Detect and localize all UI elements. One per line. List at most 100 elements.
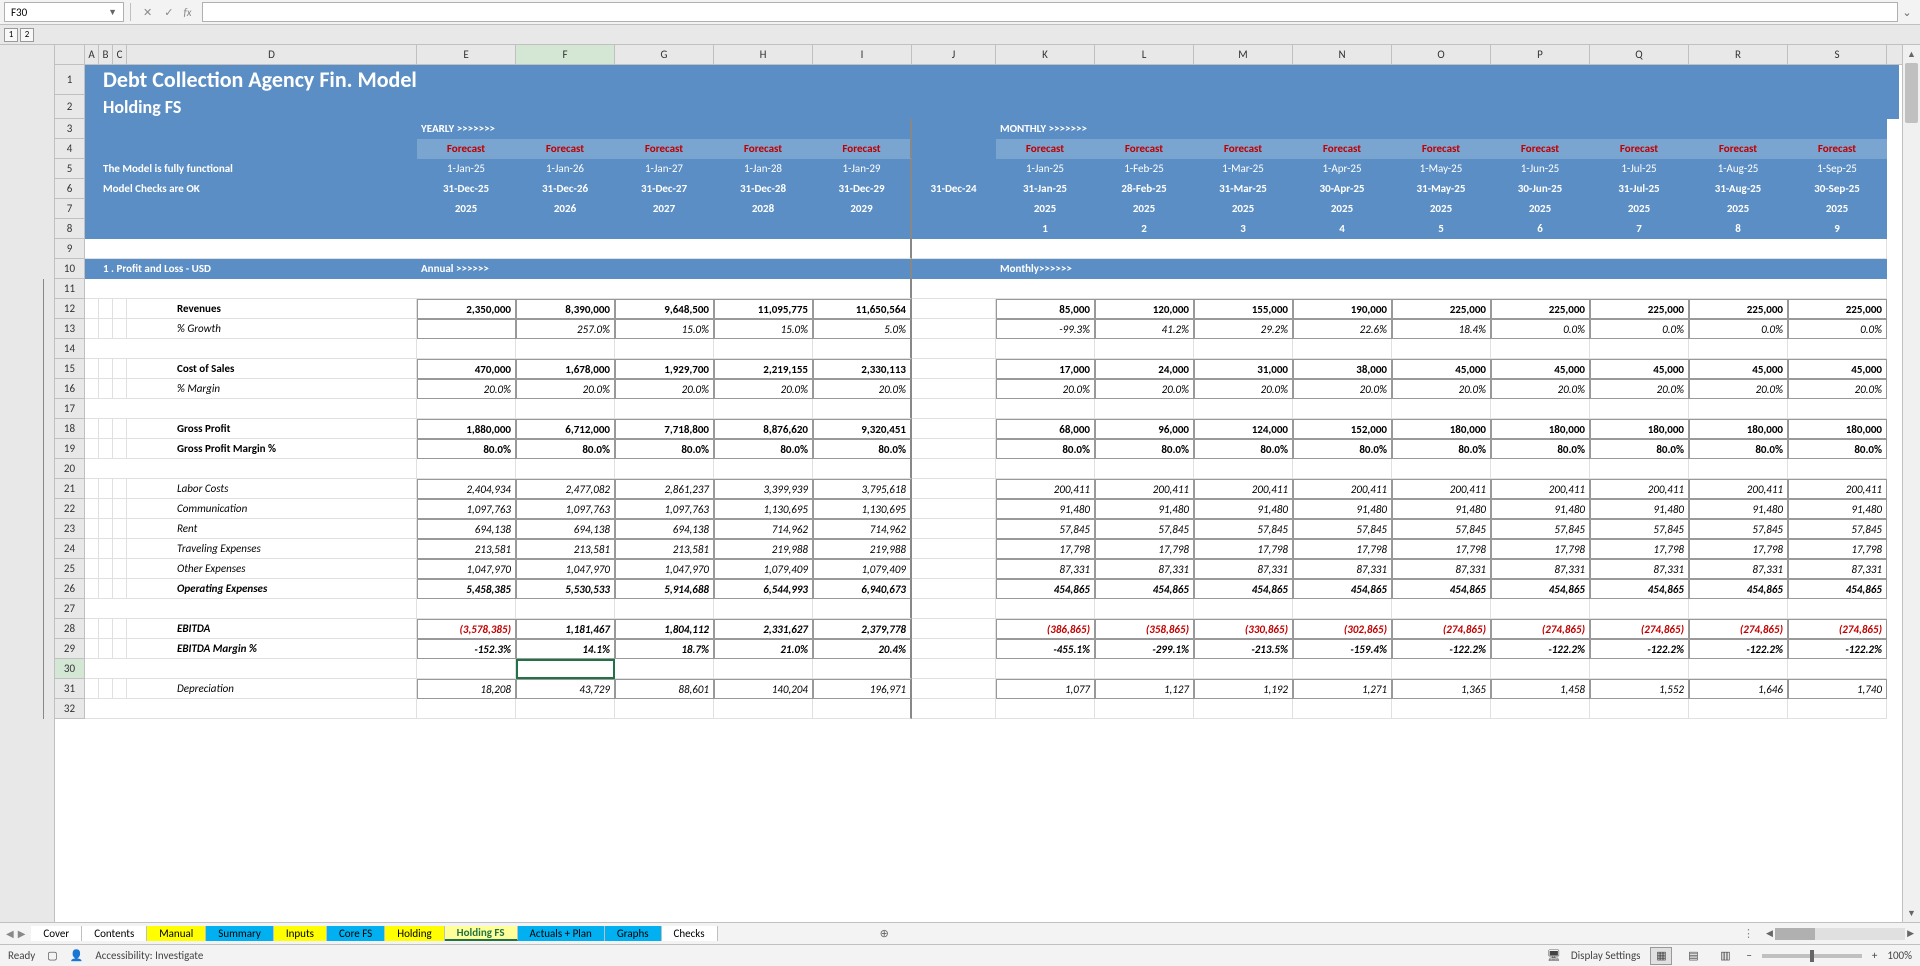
data-cell[interactable]: 1,077 (996, 679, 1095, 699)
row-hdr[interactable]: 6 (55, 179, 85, 199)
data-cell[interactable]: 15.0% (714, 319, 813, 339)
row-hdr[interactable]: 1 (55, 65, 85, 95)
data-cell[interactable]: 200,411 (1491, 479, 1590, 499)
hscroll-left-icon[interactable]: ◀ (1764, 928, 1775, 939)
accessibility-icon[interactable]: 👤 (70, 949, 84, 962)
row-hdr[interactable]: 5 (55, 159, 85, 179)
data-cell[interactable]: 5,914,688 (615, 579, 714, 599)
data-cell[interactable]: 1,097,763 (615, 499, 714, 519)
data-cell[interactable]: 200,411 (1788, 479, 1887, 499)
data-cell[interactable]: 0.0% (1788, 319, 1887, 339)
data-cell[interactable]: 2,477,082 (516, 479, 615, 499)
data-cell[interactable]: 17,798 (1293, 539, 1392, 559)
data-cell[interactable]: 87,331 (1293, 559, 1392, 579)
data-cell[interactable]: -213.5% (1194, 639, 1293, 659)
data-cell[interactable]: 225,000 (1491, 299, 1590, 319)
data-cell[interactable]: 219,988 (714, 539, 813, 559)
data-cell[interactable]: (3,578,385) (417, 619, 516, 639)
row-hdr[interactable]: 26 (55, 579, 85, 599)
data-cell[interactable]: 0.0% (1491, 319, 1590, 339)
data-cell[interactable]: 20.4% (813, 639, 912, 659)
data-cell[interactable]: 454,865 (1194, 579, 1293, 599)
cell[interactable] (813, 659, 912, 679)
row-hdr[interactable]: 27 (55, 599, 85, 619)
data-cell[interactable]: 257.0% (516, 319, 615, 339)
add-sheet-icon[interactable]: ⊕ (872, 927, 896, 940)
row-label[interactable]: EBITDA Margin % (127, 639, 417, 659)
data-cell[interactable]: 87,331 (996, 559, 1095, 579)
data-cell[interactable]: -99.3% (996, 319, 1095, 339)
sheet-tab[interactable]: Contents (82, 926, 147, 941)
data-cell[interactable]: (386,865) (996, 619, 1095, 639)
data-cell[interactable]: 6,544,993 (714, 579, 813, 599)
row-label[interactable]: Traveling Expenses (127, 539, 417, 559)
row-hdr[interactable]: 30 (55, 659, 85, 679)
data-cell[interactable]: 20.0% (516, 379, 615, 399)
data-cell[interactable]: 17,798 (1194, 539, 1293, 559)
section-title[interactable]: 1 . Profit and Loss - USD (99, 259, 417, 279)
cell[interactable] (615, 459, 714, 479)
cell[interactable] (417, 599, 516, 619)
data-cell[interactable]: 9,648,500 (615, 299, 714, 319)
sheet-tab[interactable]: Graphs (605, 926, 662, 941)
cell[interactable] (417, 459, 516, 479)
col-hdr[interactable]: P (1491, 45, 1590, 64)
data-cell[interactable]: 91,480 (996, 499, 1095, 519)
data-cell[interactable]: 20.0% (1194, 379, 1293, 399)
data-cell[interactable]: 1,079,409 (813, 559, 912, 579)
status-model[interactable]: The Model is fully functional (99, 159, 417, 179)
data-cell[interactable]: (274,865) (1590, 619, 1689, 639)
row-hdr[interactable]: 21 (55, 479, 85, 499)
data-cell[interactable]: 57,845 (1392, 519, 1491, 539)
cell[interactable] (615, 399, 714, 419)
data-cell[interactable]: 57,845 (1788, 519, 1887, 539)
data-cell[interactable]: 20.0% (1293, 379, 1392, 399)
row-label[interactable]: % Growth (127, 319, 417, 339)
view-page-layout-icon[interactable]: ▤ (1682, 947, 1704, 965)
data-cell[interactable]: 454,865 (1689, 579, 1788, 599)
subtitle-cell[interactable]: Holding FS (99, 95, 1899, 119)
data-cell[interactable] (417, 319, 516, 339)
col-hdr[interactable]: S (1788, 45, 1887, 64)
scroll-up-icon[interactable]: ▲ (1903, 45, 1920, 63)
data-cell[interactable]: 31,000 (1194, 359, 1293, 379)
data-cell[interactable]: 0.0% (1590, 319, 1689, 339)
data-cell[interactable]: 694,138 (516, 519, 615, 539)
row-label[interactable]: EBITDA (127, 619, 417, 639)
data-cell[interactable]: 124,000 (1194, 419, 1293, 439)
data-cell[interactable]: 454,865 (1590, 579, 1689, 599)
row-hdr[interactable]: 19 (55, 439, 85, 459)
data-cell[interactable]: 91,480 (1590, 499, 1689, 519)
data-cell[interactable]: 18,208 (417, 679, 516, 699)
data-cell[interactable]: 120,000 (1095, 299, 1194, 319)
row-hdr[interactable]: 14 (55, 339, 85, 359)
data-cell[interactable]: 2,404,934 (417, 479, 516, 499)
sheet-tab[interactable]: Checks (662, 926, 718, 941)
data-cell[interactable]: 196,971 (813, 679, 912, 699)
data-cell[interactable]: 14.1% (516, 639, 615, 659)
data-cell[interactable]: 152,000 (1293, 419, 1392, 439)
row-hdr[interactable]: 10 (55, 259, 85, 279)
row-hdr[interactable]: 13 (55, 319, 85, 339)
hscroll-right-icon[interactable]: ▶ (1905, 928, 1916, 939)
data-cell[interactable]: 213,581 (615, 539, 714, 559)
data-cell[interactable]: 87,331 (1491, 559, 1590, 579)
data-cell[interactable]: 91,480 (1491, 499, 1590, 519)
data-cell[interactable]: 1,192 (1194, 679, 1293, 699)
row-hdr[interactable]: 18 (55, 419, 85, 439)
row-hdr[interactable]: 20 (55, 459, 85, 479)
data-cell[interactable]: 454,865 (1095, 579, 1194, 599)
col-hdr[interactable]: C (113, 45, 127, 64)
data-cell[interactable]: 1,365 (1392, 679, 1491, 699)
data-cell[interactable]: 200,411 (1392, 479, 1491, 499)
data-cell[interactable]: 5,458,385 (417, 579, 516, 599)
sheet-tab[interactable]: Core FS (327, 926, 385, 941)
data-cell[interactable]: 57,845 (996, 519, 1095, 539)
formula-expand-icon[interactable]: ⌄ (1898, 6, 1916, 19)
name-box[interactable]: F30 ▼ (4, 2, 124, 22)
cell[interactable] (714, 459, 813, 479)
data-cell[interactable]: 6,712,000 (516, 419, 615, 439)
row-hdr[interactable]: 16 (55, 379, 85, 399)
data-cell[interactable]: 21.0% (714, 639, 813, 659)
data-cell[interactable]: 57,845 (1095, 519, 1194, 539)
